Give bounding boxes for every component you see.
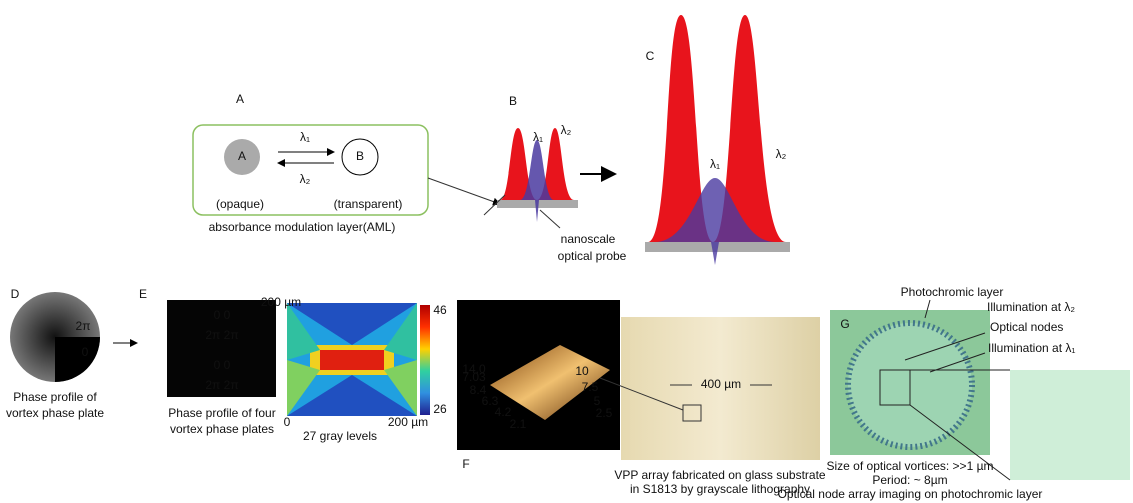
label: nanoscale bbox=[561, 232, 616, 246]
afm-tick: 7.03 bbox=[462, 370, 486, 384]
label: 2π bbox=[76, 319, 91, 333]
figure: A A Bλ₁ λ₂ (opaque) (transparent) absorbance m… bbox=[0, 0, 1133, 503]
colorbar-label: 26 bbox=[433, 402, 447, 416]
label: A bbox=[238, 149, 246, 163]
panel-label: B bbox=[509, 94, 517, 108]
colorbar-label: 46 bbox=[433, 303, 447, 317]
label: 27 gray levels bbox=[303, 429, 377, 443]
label: Phase profile of bbox=[13, 390, 97, 404]
panel-label: G bbox=[840, 317, 849, 331]
phase-value: 0 0 bbox=[214, 308, 231, 322]
label: absorbance modulation layer(AML) bbox=[209, 220, 396, 234]
panel-label: D bbox=[11, 287, 20, 301]
label: 400 µm bbox=[701, 377, 741, 391]
phase-value: 0 0 bbox=[214, 358, 231, 372]
label: Period: ~ 8µm bbox=[872, 473, 947, 487]
afm-tick: 2.5 bbox=[596, 406, 613, 420]
label: λ₁ bbox=[300, 130, 310, 144]
label: vortex phase plates bbox=[170, 422, 274, 436]
arrow bbox=[428, 178, 500, 204]
axis-label: 200 µm bbox=[261, 295, 301, 309]
label: VPP array fabricated on glass substrate bbox=[614, 468, 826, 482]
label: optical probe bbox=[558, 249, 627, 263]
label: λ₁ bbox=[533, 130, 543, 144]
afm-tick: 7.5 bbox=[582, 380, 599, 394]
label: vortex phase plate bbox=[6, 406, 104, 420]
label: λ₂ bbox=[776, 147, 787, 161]
phase-map bbox=[287, 303, 417, 416]
label: Optical nodes bbox=[990, 320, 1063, 334]
panel-label: F bbox=[462, 457, 469, 471]
phase-value: 2π 2π bbox=[205, 328, 238, 342]
afm-tick: 2.1 bbox=[510, 417, 527, 431]
afm-tick: 10 bbox=[575, 364, 589, 378]
label: B bbox=[356, 149, 364, 163]
panel-label: A bbox=[236, 92, 244, 106]
label: Illumination at λ₂ bbox=[987, 300, 1075, 314]
label: λ₁ bbox=[710, 157, 720, 171]
colorbar bbox=[420, 305, 430, 415]
label: 0 bbox=[82, 345, 89, 359]
vortex-step bbox=[55, 337, 100, 382]
label: λ₂ bbox=[300, 172, 311, 186]
label: λ₂ bbox=[561, 123, 572, 137]
panel-label: C bbox=[646, 49, 655, 63]
phase-value: 2π 2π bbox=[205, 378, 238, 392]
axis-label: 0 bbox=[284, 415, 291, 429]
label: Photochromic layer bbox=[901, 285, 1004, 299]
leader bbox=[540, 210, 560, 228]
label: Size of optical vortices: >>1 µm bbox=[827, 459, 994, 473]
zoom-image bbox=[1010, 370, 1130, 480]
label: Phase profile of four bbox=[168, 406, 275, 420]
label: Optical node array imaging on photochrom… bbox=[778, 487, 1043, 501]
label: (transparent) bbox=[334, 197, 403, 211]
label: (opaque) bbox=[216, 197, 264, 211]
label: Illumination at λ₁ bbox=[988, 341, 1075, 355]
axis-label: 200 µm bbox=[388, 415, 428, 429]
panel-label: E bbox=[139, 287, 147, 301]
